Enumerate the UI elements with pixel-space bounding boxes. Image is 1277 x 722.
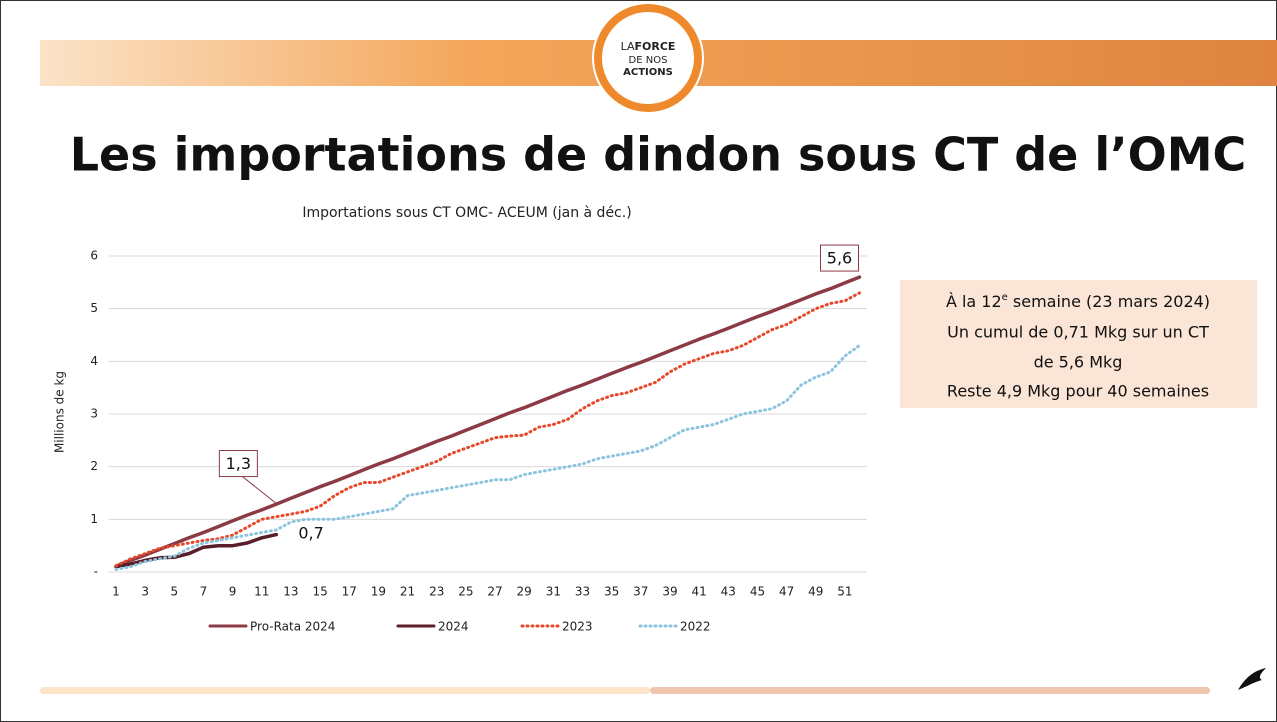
x-tick-label: 29 <box>517 585 532 599</box>
x-tick-label: 5 <box>170 585 178 599</box>
x-tick-label: 13 <box>283 585 298 599</box>
x-tick-label: 37 <box>633 585 648 599</box>
chart-title: Importations sous CT OMC- ACEUM (jan à d… <box>302 205 631 221</box>
logo-ring <box>594 4 702 112</box>
bird-icon <box>1238 668 1266 690</box>
series-line <box>114 344 861 571</box>
y-tick-label: 5 <box>90 301 98 315</box>
note-text: e <box>1002 292 1008 303</box>
series-line <box>114 532 279 569</box>
note-box <box>900 280 1257 408</box>
y-tick-label: 4 <box>90 354 98 368</box>
x-tick-label: 33 <box>575 585 590 599</box>
legend-label: Pro-Rata 2024 <box>250 620 335 634</box>
x-tick-label: 39 <box>662 585 677 599</box>
legend-label: 2023 <box>562 620 593 634</box>
x-tick-label: 31 <box>546 585 561 599</box>
note-line: de 5,6 Mkg <box>1034 353 1123 372</box>
x-tick-label: 3 <box>141 585 149 599</box>
x-tick-label: 35 <box>604 585 619 599</box>
x-tick-label: 7 <box>200 585 208 599</box>
annotation-box <box>218 450 258 478</box>
x-tick-label: 9 <box>229 585 237 599</box>
note-text: À la 12 <box>946 292 1002 311</box>
y-tick-label: 2 <box>90 459 98 473</box>
x-tick-label: 49 <box>808 585 823 599</box>
logo-text: ACTIONS <box>623 67 673 78</box>
annotation-box <box>820 244 860 272</box>
x-tick-label: 11 <box>254 585 269 599</box>
x-tick-label: 19 <box>371 585 386 599</box>
y-axis-label: Millions de kg <box>53 371 67 453</box>
series-line <box>114 275 862 568</box>
slide-title: Les importations de dindon sous CT de l’… <box>70 128 1247 182</box>
note-line: À la 12e semaine (23 mars 2024) <box>946 292 1210 311</box>
legend-label: 2024 <box>438 620 469 634</box>
legend-label: 2022 <box>680 620 711 634</box>
x-tick-label: 47 <box>779 585 794 599</box>
x-tick-label: 1 <box>112 585 120 599</box>
logo-text: LA <box>621 40 635 53</box>
logo-bg <box>592 2 704 114</box>
annotation-label: 1,3 <box>226 454 251 473</box>
y-tick-label: - <box>94 565 98 579</box>
y-tick-label: 6 <box>90 249 98 263</box>
note-text: semaine (23 mars 2024) <box>1008 292 1210 311</box>
note-line: Un cumul de 0,71 Mkg sur un CT <box>947 323 1209 342</box>
y-tick-label: 1 <box>90 512 98 526</box>
annotation-label: 0,7 <box>298 524 323 543</box>
footer-bar <box>40 687 650 694</box>
annotation-leader <box>242 476 277 504</box>
note-line: Reste 4,9 Mkg pour 40 semaines <box>947 382 1209 401</box>
x-tick-label: 15 <box>312 585 327 599</box>
footer-bar <box>650 687 1210 694</box>
logo-text: FORCE <box>634 40 675 53</box>
series-line <box>114 291 861 568</box>
logo-text: DE NOS <box>629 55 668 66</box>
x-tick-label: 45 <box>750 585 765 599</box>
x-tick-label: 51 <box>837 585 852 599</box>
x-tick-label: 17 <box>342 585 357 599</box>
x-tick-label: 21 <box>400 585 415 599</box>
x-tick-label: 27 <box>487 585 502 599</box>
x-tick-label: 25 <box>458 585 473 599</box>
x-tick-label: 41 <box>692 585 707 599</box>
x-tick-label: 23 <box>429 585 444 599</box>
logo-text: LAFORCE <box>621 40 676 53</box>
x-tick-label: 43 <box>721 585 736 599</box>
y-tick-label: 3 <box>90 407 98 421</box>
annotation-label: 5,6 <box>827 249 852 268</box>
